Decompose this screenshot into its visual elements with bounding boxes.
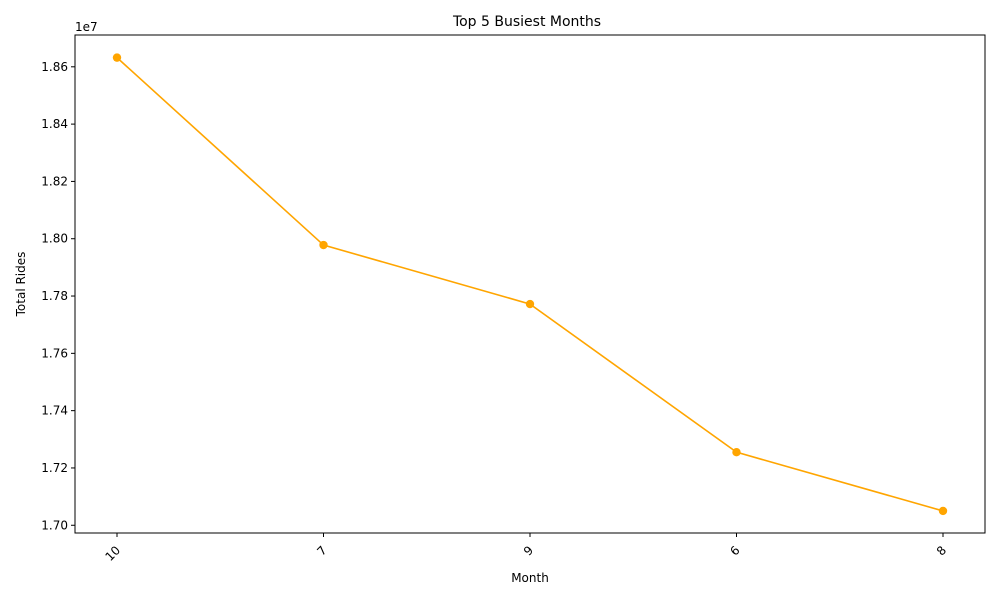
y-tick-label: 1.76 <box>41 346 68 360</box>
y-tick-label: 1.80 <box>41 232 68 246</box>
x-axis-title: Month <box>511 571 549 585</box>
y-axis-offset-label: 1e7 <box>75 20 98 34</box>
x-tick-label: 9 <box>521 543 536 558</box>
y-tick-label: 1.74 <box>41 404 68 418</box>
y-tick-label: 1.86 <box>41 60 68 74</box>
data-point <box>938 506 948 516</box>
series-line <box>116 57 944 512</box>
series-layer <box>112 53 948 516</box>
y-tick-label: 1.78 <box>41 289 68 303</box>
data-point <box>732 447 741 457</box>
x-tick-label: 8 <box>934 543 949 558</box>
y-tick-label: 1.70 <box>41 518 68 532</box>
x-tick-label: 7 <box>314 543 329 558</box>
x-tick-label: 6 <box>727 543 742 558</box>
y-axis-title: Total Rides <box>14 252 28 318</box>
x-axis-ticks: 10 7 9 6 8 <box>102 533 949 564</box>
y-tick-label: 1.82 <box>41 174 68 188</box>
data-point <box>112 53 122 62</box>
plot-area-frame <box>74 34 986 534</box>
y-axis-ticks: 1.70 1.72 1.74 1.76 1.78 1.80 1.82 1.84 1.86 <box>41 60 75 532</box>
data-point <box>525 299 535 309</box>
y-tick-label: 1.72 <box>41 461 68 475</box>
data-point <box>319 240 328 250</box>
x-tick-label: 10 <box>102 543 123 564</box>
chart-title: Top 5 Busiest Months <box>452 14 601 30</box>
y-tick-label: 1.84 <box>41 117 68 131</box>
